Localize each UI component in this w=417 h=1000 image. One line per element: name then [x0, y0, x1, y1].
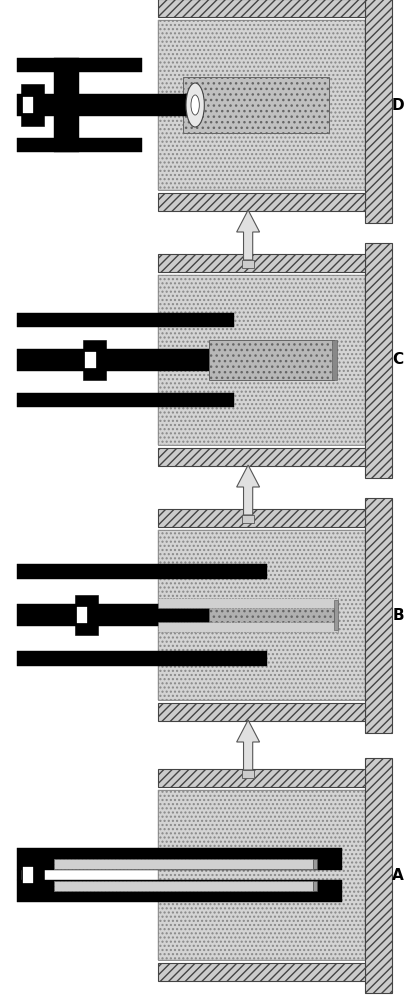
Bar — [17, 564, 267, 579]
Bar — [17, 138, 142, 152]
Bar — [17, 58, 142, 72]
Bar — [17, 651, 267, 666]
Bar — [158, 254, 365, 272]
Bar — [208, 600, 334, 630]
Bar — [17, 848, 342, 870]
Bar — [158, 963, 365, 981]
Text: A: A — [392, 867, 404, 882]
Bar — [158, 0, 365, 17]
Bar — [54, 859, 313, 869]
Bar — [158, 703, 365, 721]
Circle shape — [186, 83, 204, 127]
Bar — [313, 881, 317, 891]
Bar — [75, 595, 98, 635]
Polygon shape — [237, 465, 259, 515]
Bar — [17, 870, 21, 880]
Bar — [183, 78, 329, 132]
Text: B: B — [392, 607, 404, 622]
Bar — [21, 84, 44, 126]
Bar — [23, 97, 33, 113]
Bar — [313, 859, 317, 869]
Bar — [158, 790, 365, 960]
Bar — [334, 600, 338, 630]
Bar — [21, 855, 44, 895]
Bar — [158, 275, 365, 445]
Bar — [85, 352, 96, 368]
Bar — [158, 448, 365, 466]
Bar — [158, 790, 365, 960]
Bar — [158, 509, 365, 527]
Text: C: C — [393, 353, 404, 367]
Bar — [158, 20, 365, 190]
Bar — [242, 260, 254, 268]
Bar — [158, 622, 338, 632]
Bar — [23, 867, 33, 883]
Bar — [208, 340, 334, 380]
Polygon shape — [237, 720, 259, 770]
Circle shape — [191, 95, 199, 115]
Bar — [158, 20, 365, 190]
Bar — [365, 758, 392, 992]
Bar — [17, 604, 317, 626]
Bar — [158, 769, 365, 787]
Bar — [17, 880, 342, 902]
Bar — [17, 313, 234, 327]
Bar — [17, 349, 300, 371]
Bar — [242, 515, 254, 523]
Bar — [365, 0, 392, 223]
Bar — [54, 58, 79, 152]
Bar — [158, 598, 338, 608]
Bar — [54, 881, 313, 891]
Bar — [158, 193, 365, 211]
Bar — [332, 340, 337, 380]
Bar — [365, 242, 392, 478]
Bar — [158, 530, 365, 700]
Bar — [17, 393, 234, 407]
Bar — [158, 275, 365, 445]
Bar — [242, 770, 254, 778]
Bar — [83, 340, 106, 380]
Bar — [365, 497, 392, 732]
Bar — [77, 607, 88, 623]
Bar — [158, 530, 365, 700]
Text: D: D — [392, 98, 404, 112]
Bar — [17, 94, 192, 116]
Polygon shape — [237, 210, 259, 260]
